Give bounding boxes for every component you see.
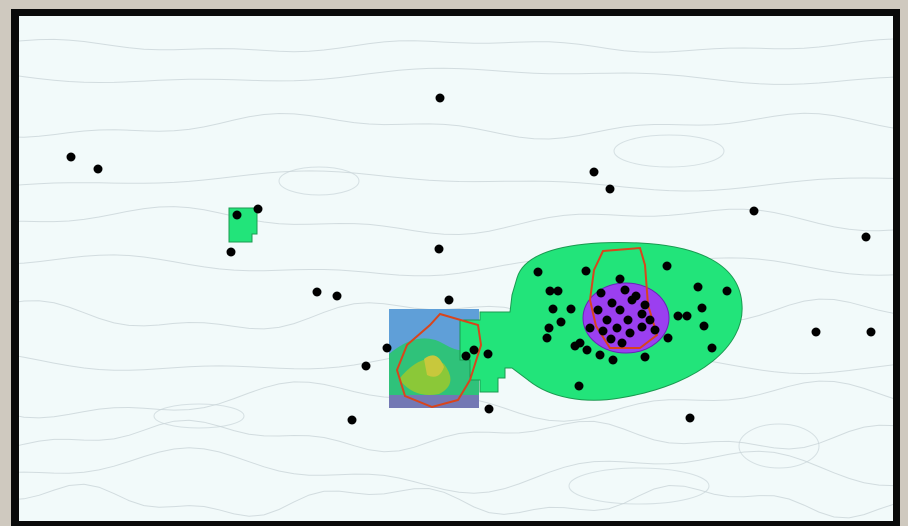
sample-point	[332, 291, 342, 301]
sample-point	[640, 352, 650, 362]
sample-point	[545, 286, 555, 296]
sample-point	[620, 285, 630, 295]
sample-point	[253, 204, 263, 214]
sample-point	[645, 315, 655, 325]
outline-east	[588, 246, 659, 349]
sample-point	[574, 381, 584, 391]
map-canvas[interactable]	[19, 16, 893, 521]
contour-ring	[153, 403, 245, 429]
raster-band	[424, 355, 444, 377]
contour-line	[19, 483, 893, 519]
sample-point	[608, 355, 618, 365]
sample-point	[697, 303, 707, 313]
sample-point	[602, 315, 612, 325]
sample-point	[625, 328, 635, 338]
sample-point	[570, 341, 580, 351]
sample-point	[749, 206, 759, 216]
sample-point	[617, 338, 627, 348]
sample-point	[596, 288, 606, 298]
sample-point	[662, 261, 672, 271]
outline-west	[395, 312, 483, 409]
sample-point	[722, 286, 732, 296]
sample-point	[682, 311, 692, 321]
sample-point	[435, 93, 445, 103]
sample-point	[548, 304, 558, 314]
sample-point	[566, 304, 576, 314]
contour-lines	[19, 38, 893, 519]
contour-line	[19, 112, 893, 140]
sample-point	[673, 311, 683, 321]
outline-layer	[395, 246, 659, 409]
sample-point	[598, 326, 608, 336]
sample-point	[544, 323, 554, 333]
contour-line	[19, 447, 893, 494]
sample-point	[631, 291, 641, 301]
contour-line	[19, 170, 893, 192]
sample-point	[226, 247, 236, 257]
sample-point	[361, 361, 371, 371]
sample-point	[444, 295, 454, 305]
sample-point	[605, 184, 615, 194]
sample-point	[866, 327, 876, 337]
sample-point	[861, 232, 871, 242]
sample-point	[640, 300, 650, 310]
sample-point	[553, 286, 563, 296]
sample-point	[232, 210, 242, 220]
contour-line	[19, 298, 893, 333]
sample-point	[595, 350, 605, 360]
point-layer	[66, 93, 876, 425]
sample-point	[612, 323, 622, 333]
contour-line	[19, 419, 893, 453]
sample-point	[637, 322, 647, 332]
contour-ring	[278, 166, 360, 196]
sample-point	[650, 325, 660, 335]
sample-point	[483, 349, 493, 359]
sample-point	[382, 343, 392, 353]
zone-layer	[228, 207, 743, 408]
contour-ring	[613, 134, 725, 168]
sample-point	[585, 323, 595, 333]
sample-point	[581, 266, 591, 276]
sample-point	[693, 282, 703, 292]
sample-point	[699, 321, 709, 331]
contour-line	[19, 67, 893, 85]
map-svg[interactable]	[19, 16, 893, 521]
sample-point	[685, 413, 695, 423]
sample-point	[615, 305, 625, 315]
contour-line	[19, 206, 893, 236]
sample-point	[66, 152, 76, 162]
sample-point	[434, 244, 444, 254]
sample-point	[811, 327, 821, 337]
sample-point	[663, 333, 673, 343]
contour-ring	[568, 467, 710, 505]
sample-point	[312, 287, 322, 297]
sample-point	[484, 404, 494, 414]
sample-point	[607, 298, 617, 308]
sample-point	[593, 305, 603, 315]
sample-point	[93, 164, 103, 174]
sample-point	[556, 317, 566, 327]
sample-point	[582, 345, 592, 355]
sample-point	[347, 415, 357, 425]
contour-line	[19, 38, 893, 53]
sample-point	[707, 343, 717, 353]
sample-point	[615, 274, 625, 284]
sample-point	[542, 333, 552, 343]
contour-line	[19, 254, 893, 277]
contour-ring	[738, 423, 820, 469]
sample-point	[637, 309, 647, 319]
sample-point	[623, 315, 633, 325]
sample-point	[589, 167, 599, 177]
sample-point	[533, 267, 543, 277]
sample-point	[606, 334, 616, 344]
sample-point	[461, 351, 471, 361]
sample-point	[469, 345, 479, 355]
